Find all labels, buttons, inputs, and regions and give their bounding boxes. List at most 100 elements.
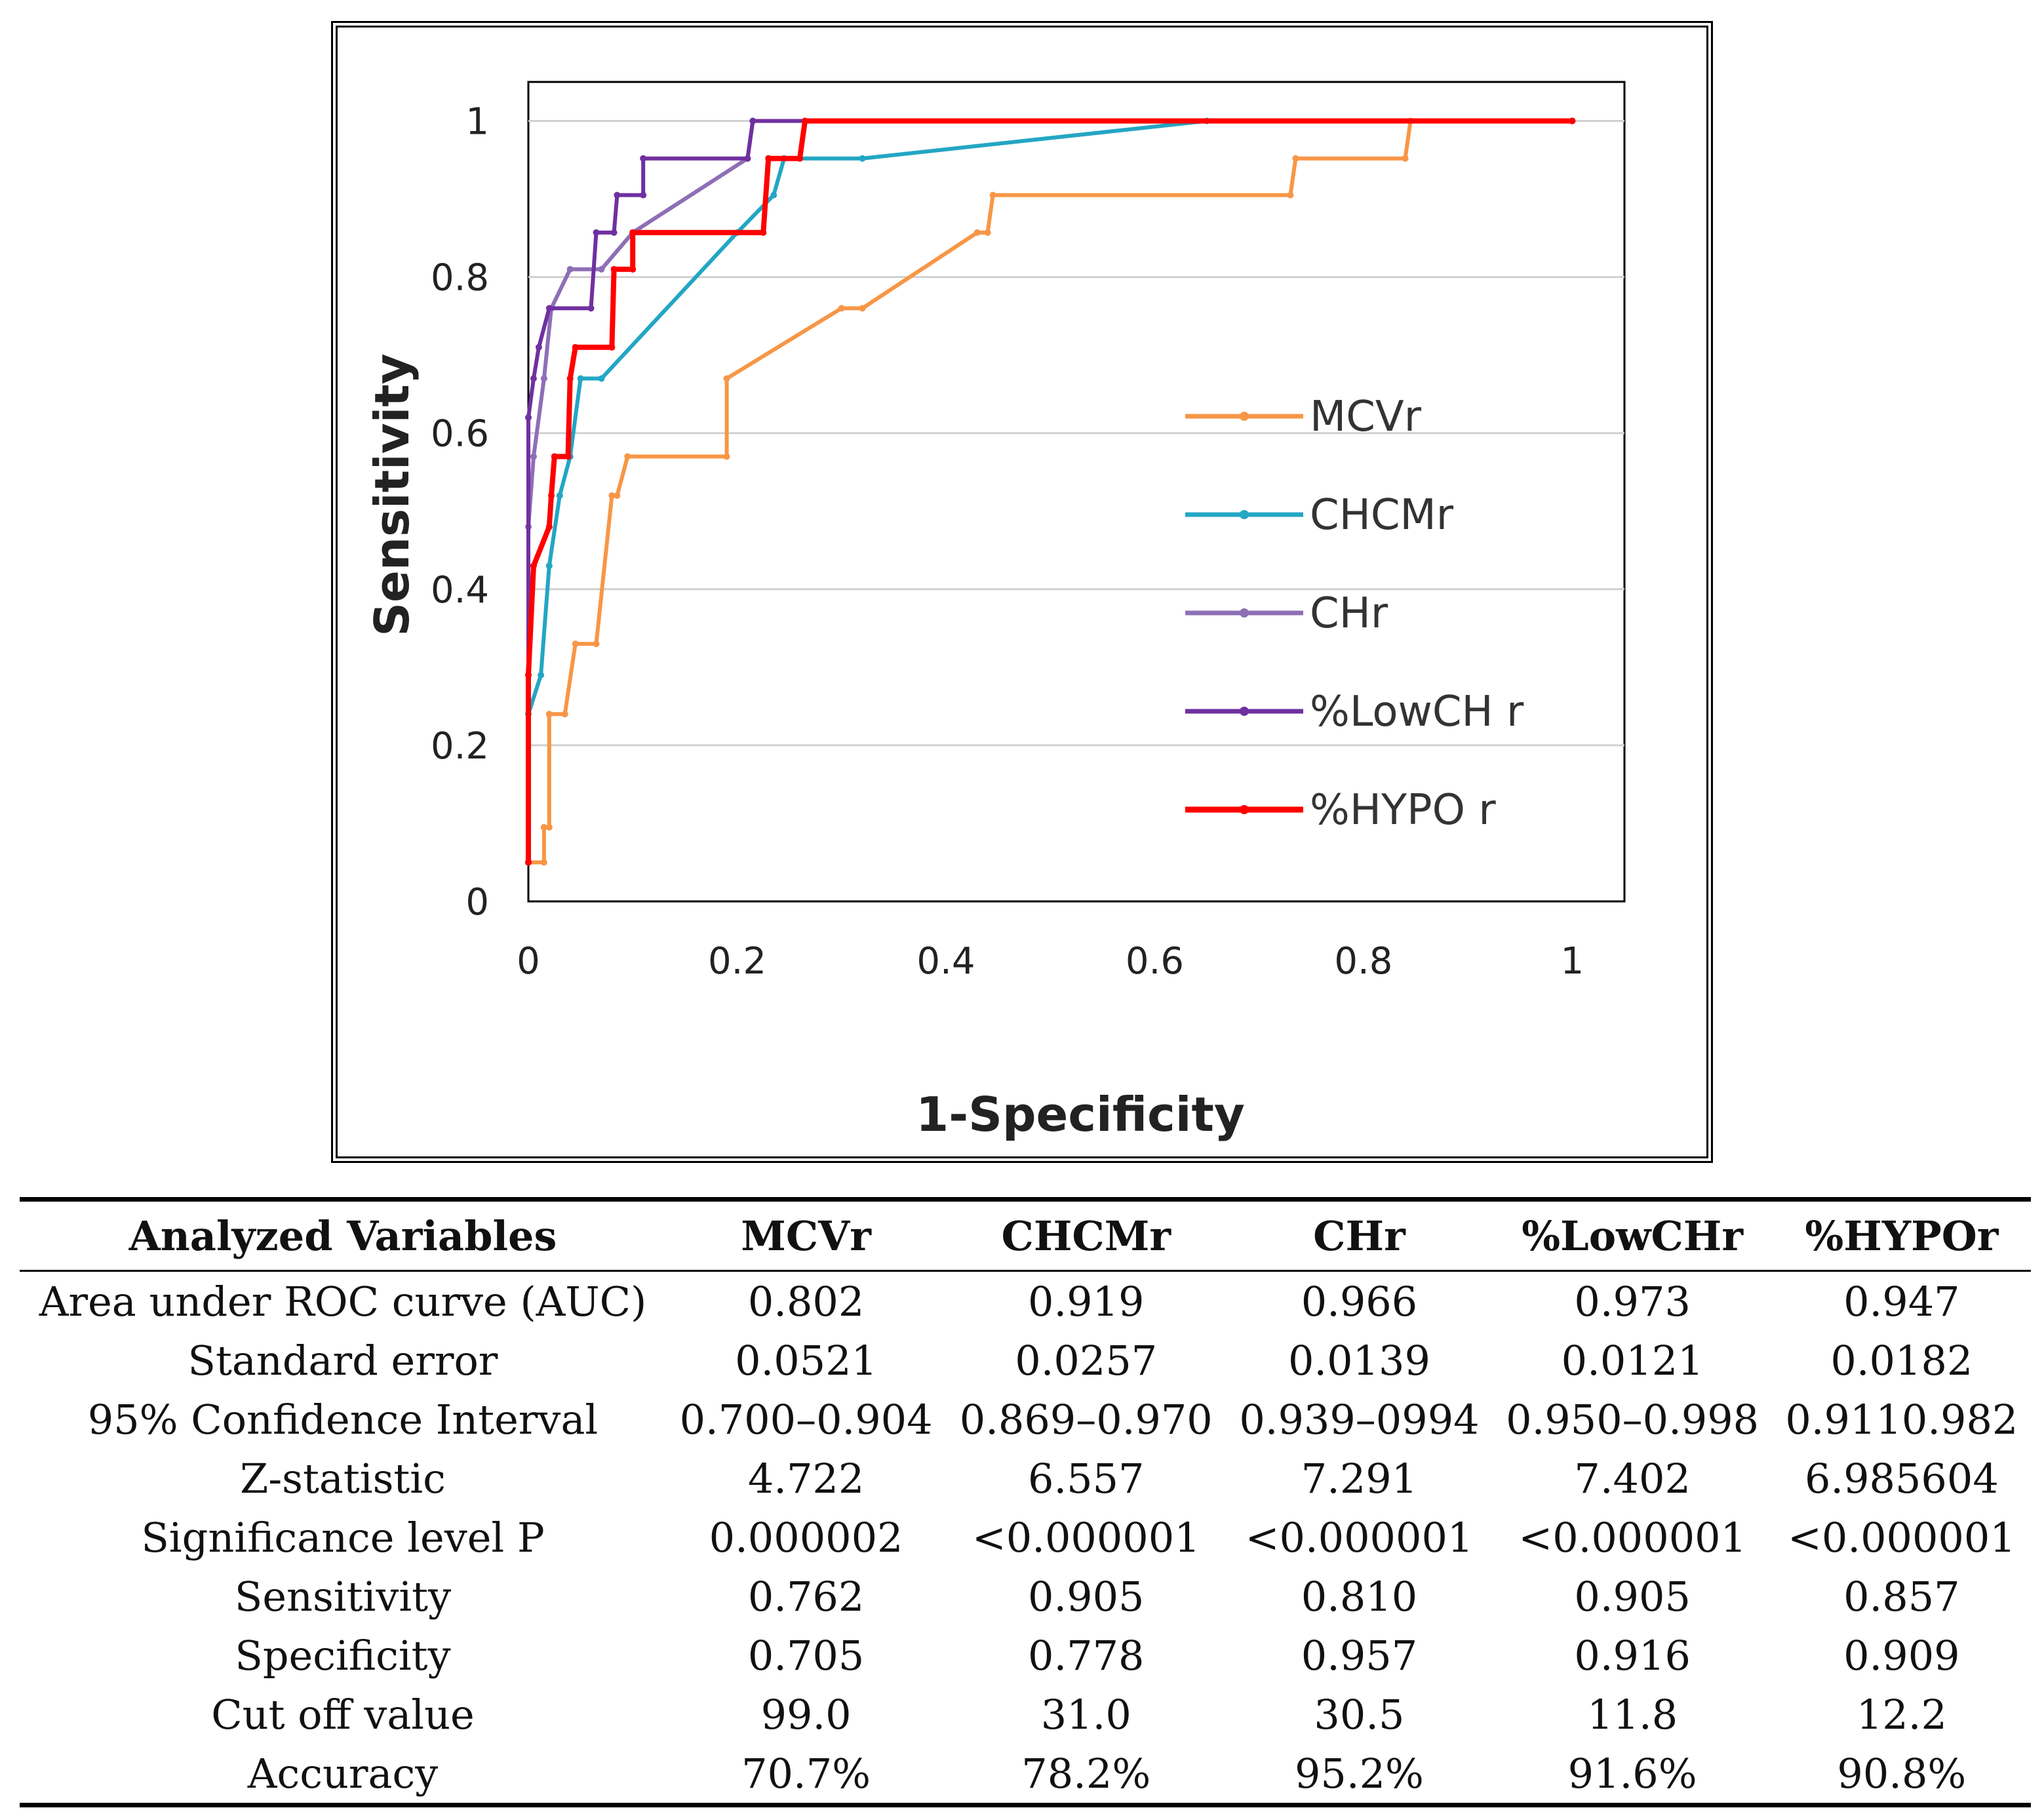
x-tick-label: 0.6 [1126, 940, 1184, 983]
data-point [723, 453, 730, 460]
data-point [566, 375, 574, 382]
data-point [973, 229, 981, 236]
data-point [545, 823, 553, 831]
data-point [859, 155, 866, 162]
y-tick-label: 0.4 [431, 569, 489, 612]
header-cell: CHCMr [1001, 1211, 1171, 1260]
data-point [1402, 155, 1409, 162]
header-cell: %LowCHr [1522, 1211, 1744, 1260]
table-header-row: Analyzed Variables MCVr CHCMr CHr %LowCH… [20, 1199, 2031, 1271]
data-point [530, 562, 537, 570]
data-point [545, 305, 553, 312]
data-point [525, 859, 532, 866]
data-point [587, 305, 595, 312]
data-point [535, 344, 542, 351]
data-point [530, 375, 537, 382]
chart-inner-border [336, 26, 1708, 1158]
data-point [564, 453, 572, 460]
x-axis-title: 1-Specificity [916, 1087, 1245, 1142]
value-cell: 70.7% [741, 1749, 871, 1798]
data-point [525, 414, 532, 421]
value-cell: 0.857 [1843, 1572, 1960, 1621]
row-label-cell: 95% Confidence Interval [87, 1395, 599, 1444]
value-cell: 0.0521 [735, 1336, 878, 1385]
row-label-cell: Accuracy [247, 1749, 439, 1798]
value-cell: 99.0 [760, 1690, 852, 1739]
table-row: Cut off value 99.0 31.0 30.5 11.8 12.2 [20, 1685, 2031, 1744]
value-cell: 0.9110.982 [1785, 1395, 2018, 1444]
data-point [614, 492, 621, 499]
data-point [610, 229, 618, 236]
legend-marker [1240, 707, 1249, 716]
data-point [556, 492, 563, 499]
table-row: Specificity 0.705 0.778 0.957 0.916 0.909 [20, 1626, 2031, 1685]
tick-labels: 0 0.2 0.4 0.6 0.8 1 0 0.2 0.4 0.6 0.8 1 [431, 101, 1584, 983]
plot-area [527, 81, 1626, 903]
row-label-cell: Area under ROC curve (AUC) [39, 1277, 647, 1326]
legend-label: CHCMr [1310, 491, 1454, 540]
value-cell: 0.0121 [1561, 1336, 1704, 1385]
value-cell: 0.700–0.904 [679, 1395, 933, 1444]
x-tick-label: 1 [1561, 940, 1584, 983]
data-point [989, 191, 996, 199]
value-cell: 0.950–0.998 [1506, 1395, 1759, 1444]
chart-frame: 0 0.2 0.4 0.6 0.8 1 0 0.2 0.4 0.6 0.8 1 1-Specifici… [331, 21, 1713, 1163]
y-tick-label: 0.2 [431, 725, 489, 768]
x-tick-label: 0.4 [916, 940, 975, 983]
data-point [614, 191, 621, 199]
table-row: Z-statistic 4.722 6.557 7.291 7.402 6.985604 [20, 1449, 2031, 1508]
data-point [593, 229, 600, 236]
value-cell: 0.905 [1028, 1572, 1145, 1621]
data-point [1287, 191, 1294, 199]
data-point [859, 305, 866, 312]
data-point [548, 492, 555, 499]
data-point [593, 640, 600, 648]
row-label-cell: Z-statistic [240, 1454, 446, 1503]
value-cell: 0.802 [747, 1277, 865, 1326]
x-tick-label: 0.2 [708, 940, 766, 983]
value-cell: 0.778 [1028, 1631, 1145, 1680]
value-cell: 7.291 [1301, 1454, 1418, 1503]
legend-label: MCVr [1310, 393, 1422, 441]
row-label-cell: Cut off value [211, 1690, 475, 1739]
value-cell: 0.0182 [1830, 1336, 1973, 1385]
legend-label: %LowCH r [1310, 688, 1524, 736]
data-point [760, 229, 767, 236]
legend-marker [1240, 805, 1249, 814]
data-point [640, 191, 647, 199]
data-point [749, 117, 757, 125]
value-cell: 0.916 [1574, 1631, 1691, 1680]
legend-label: %HYPO r [1310, 786, 1496, 835]
value-cell: <0.000001 [972, 1513, 1200, 1562]
data-point [801, 117, 808, 125]
roc-chart: 0 0.2 0.4 0.6 0.8 1 0 0.2 0.4 0.6 0.8 1 1-Specifici… [364, 81, 1626, 1142]
legend-marker [1240, 510, 1249, 519]
data-point [629, 266, 637, 273]
value-cell: 0.000002 [709, 1513, 903, 1562]
data-point [765, 155, 772, 162]
data-point [530, 453, 537, 460]
value-cell: 0.705 [747, 1631, 865, 1680]
value-cell: 0.909 [1843, 1631, 1960, 1680]
value-cell: 6.557 [1028, 1454, 1145, 1503]
data-point [610, 266, 618, 273]
table-row: Accuracy 70.7% 78.2% 95.2% 91.6% 90.8% [20, 1744, 2031, 1805]
series-line-lowchr [526, 119, 1573, 863]
series-line-hypor [526, 118, 1573, 863]
value-cell: 0.939–0994 [1239, 1395, 1480, 1444]
data-point [525, 671, 532, 679]
x-tick-label: 0.8 [1334, 940, 1392, 983]
data-point [538, 671, 545, 679]
data-point [838, 305, 845, 312]
data-point [577, 375, 584, 382]
row-label-cell: Standard error [187, 1336, 498, 1385]
series-lines [525, 117, 1576, 866]
row-label-cell: Sensitivity [234, 1572, 452, 1621]
data-point [608, 344, 616, 351]
data-point [984, 229, 991, 236]
data-point [598, 375, 605, 382]
value-cell: 0.973 [1574, 1277, 1691, 1326]
value-cell: 6.985604 [1804, 1454, 1999, 1503]
data-point [608, 492, 616, 499]
legend-marker [1240, 608, 1249, 618]
